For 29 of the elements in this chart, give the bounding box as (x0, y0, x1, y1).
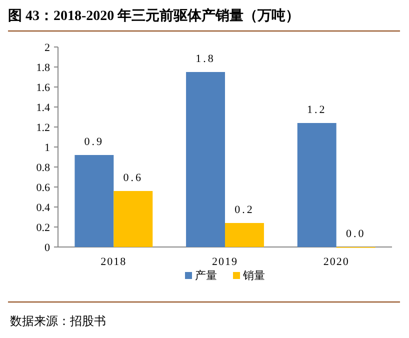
y-tick-label: 0 (44, 242, 50, 254)
y-tick-label: 1.2 (36, 122, 50, 134)
y-tick-label: 1 (44, 142, 50, 154)
x-tick-label: 2018 (100, 256, 127, 268)
y-tick-label: 0.8 (36, 162, 50, 174)
chart-title: 图 43：2018-2020 年三元前驱体产销量（万吨） (8, 7, 300, 24)
y-tick-label: 1.4 (36, 102, 50, 114)
data-label: 0.0 (346, 228, 366, 240)
legend-label: 销量 (242, 270, 265, 282)
bar (74, 155, 114, 247)
y-tick-label: 0.2 (36, 222, 50, 234)
data-label: 1.2 (306, 104, 327, 116)
y-tick-label: 0.4 (36, 202, 50, 214)
bar (186, 72, 225, 247)
y-tick-label: 1.6 (36, 82, 50, 94)
x-tick-label: 2019 (212, 256, 238, 268)
bar (297, 123, 336, 247)
data-label: 0.9 (84, 136, 104, 148)
data-label: 0.6 (123, 172, 144, 184)
data-label: 0.2 (234, 204, 254, 216)
y-tick-label: 2 (44, 42, 50, 54)
source-note: 数据来源：招股书 (10, 314, 106, 328)
x-tick-label: 2020 (323, 256, 350, 268)
bar (225, 223, 264, 247)
y-tick-label: 0.6 (36, 182, 50, 194)
data-label: 1.8 (196, 53, 216, 65)
bar (114, 191, 153, 247)
y-tick-label: 1.8 (36, 62, 50, 74)
legend-label: 产量 (195, 269, 217, 282)
